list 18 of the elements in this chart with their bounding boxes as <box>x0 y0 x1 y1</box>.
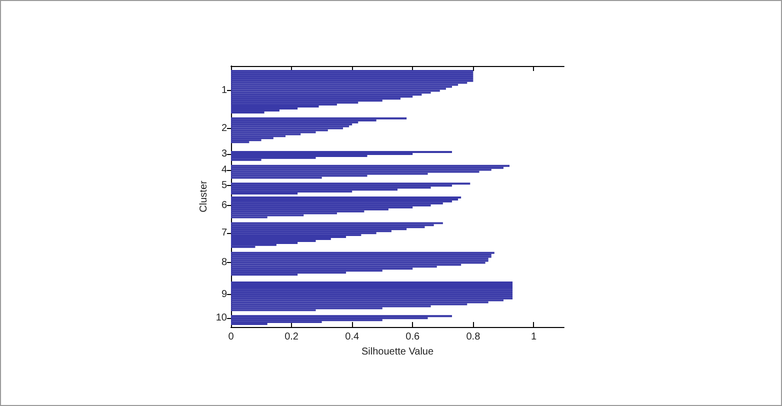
y-tick-label: 1 <box>221 85 228 96</box>
y-axis-title: Cluster <box>198 180 210 212</box>
x-tick-label: 0.8 <box>466 332 481 342</box>
y-tick-label: 9 <box>221 288 228 300</box>
y-tick-label: 3 <box>221 148 228 160</box>
x-tick-label: 0 <box>228 332 234 342</box>
y-tick-label: 6 <box>221 200 228 211</box>
y-tick-label: 8 <box>221 257 228 268</box>
x-tick-label: 0.2 <box>284 332 299 342</box>
y-tick-label: 2 <box>221 122 228 134</box>
x-axis-title: Silhouette Value <box>361 346 434 358</box>
y-tick-label: 5 <box>221 180 228 192</box>
y-tick-label: 4 <box>221 164 228 176</box>
y-tick-label: 10 <box>216 312 228 324</box>
x-tick-label: 0.4 <box>345 332 360 342</box>
x-tick-label: 0.6 <box>406 332 420 342</box>
x-tick-label: 1 <box>530 332 537 342</box>
y-tick-label: 7 <box>221 228 228 239</box>
